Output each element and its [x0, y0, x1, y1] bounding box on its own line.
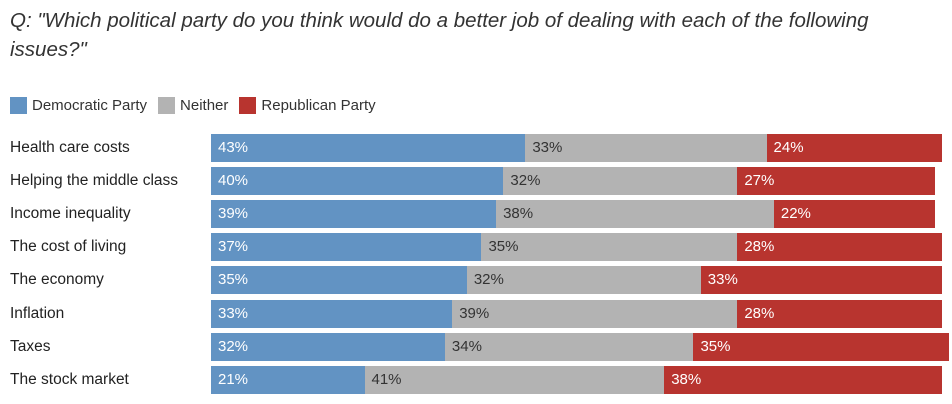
category-label: Inflation [10, 304, 65, 322]
bar-segment-democratic-party: 40% [211, 167, 504, 196]
legend-swatch [10, 96, 27, 114]
legend-label: Neither [180, 96, 229, 114]
legend-label: Democratic Party [32, 96, 148, 114]
legend-swatch [239, 96, 257, 114]
category-label: The stock market [10, 370, 129, 388]
category-label: Health care costs [10, 139, 130, 156]
category-label: Helping the middle class [10, 172, 179, 190]
category-label: The cost of living [10, 238, 127, 256]
bar-segment-neither: 34% [444, 332, 694, 361]
legend-item-republican-party: Republican Party [239, 96, 376, 114]
bar-segment-neither: 32% [503, 167, 738, 196]
bar-segment-neither: 39% [452, 299, 738, 328]
bar-segment-neither: 35% [481, 233, 738, 262]
legend-item-democratic-party: Democratic Party [10, 96, 148, 114]
bar-segment-democratic-party: 33% [211, 299, 453, 328]
bar-segment-republican-party: 22% [773, 200, 935, 229]
category-label: The economy [10, 271, 104, 289]
legend-item-neither: Neither [158, 96, 229, 114]
category-label: Taxes [10, 337, 51, 355]
bar-segment-democratic-party: 37% [211, 233, 482, 262]
bar-segment-republican-party: 33% [700, 266, 942, 295]
chart-title: Q: "Which political party do you think w… [10, 9, 869, 61]
chart-legend: Democratic Party Neither Republican Party [10, 95, 387, 115]
bar-segment-neither: 33% [525, 134, 767, 162]
bar-segment-republican-party: 38% [664, 365, 942, 394]
bar-segment-republican-party: 28% [737, 299, 942, 328]
bar-segment-democratic-party: 32% [211, 332, 445, 361]
bar-segment-democratic-party: 21% [211, 365, 365, 394]
bar-segment-neither: 32% [466, 266, 701, 295]
bar-segment-republican-party: 28% [737, 233, 942, 262]
legend-label: Republican Party [261, 96, 376, 114]
bar-segment-democratic-party: 43% [211, 134, 526, 162]
legend-swatch [158, 96, 176, 114]
bar-segment-democratic-party: 35% [211, 266, 467, 295]
bar-segment-democratic-party: 39% [211, 200, 497, 229]
bar-segment-republican-party: 27% [737, 167, 935, 196]
category-label: Income inequality [10, 205, 131, 223]
bar-segment-neither: 41% [364, 365, 665, 394]
bar-segment-neither: 38% [496, 200, 774, 229]
bar-segment-republican-party: 24% [766, 134, 942, 162]
bar-segment-republican-party: 35% [693, 332, 950, 361]
